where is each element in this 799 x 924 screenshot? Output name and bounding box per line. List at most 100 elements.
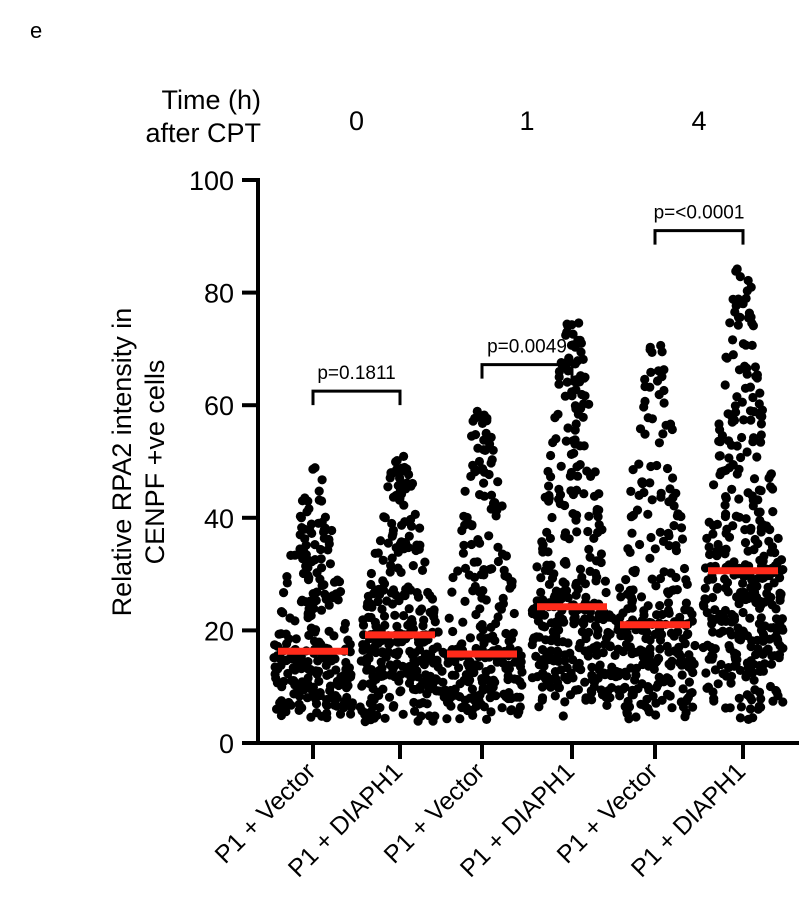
significance-bracket: [480, 363, 574, 379]
data-point: [605, 642, 615, 652]
data-point: [534, 702, 544, 712]
data-point: [379, 512, 389, 522]
data-point: [547, 573, 558, 583]
data-point: [408, 561, 418, 571]
data-point: [669, 521, 679, 531]
data-point: [561, 559, 571, 569]
data-point: [542, 527, 552, 538]
data-point: [571, 590, 581, 600]
data-point: [725, 626, 735, 636]
data-point: [453, 566, 463, 576]
data-point: [295, 544, 305, 554]
data-point: [746, 642, 756, 652]
data-point: [553, 682, 563, 693]
data-point: [457, 525, 467, 536]
data-point: [745, 704, 756, 714]
data-point: [488, 445, 498, 455]
data-point: [392, 637, 402, 647]
data-point: [584, 511, 594, 521]
data-point: [376, 657, 386, 667]
data-point: [663, 529, 674, 539]
data-point: [286, 550, 296, 561]
data-point: [727, 484, 737, 494]
data-point: [690, 640, 700, 651]
data-point: [392, 650, 402, 660]
data-point: [387, 599, 398, 609]
data-point: [561, 436, 571, 446]
data-point: [610, 650, 620, 661]
data-point: [488, 675, 499, 685]
data-point: [700, 583, 710, 593]
data-point: [395, 687, 405, 697]
data-point: [750, 362, 761, 372]
data-point: [317, 563, 327, 573]
data-point: [335, 709, 346, 719]
data-point: [746, 415, 756, 425]
data-point: [731, 511, 741, 521]
data-point: [649, 664, 659, 675]
data-point: [773, 635, 783, 645]
data-point: [539, 661, 549, 671]
data-point: [724, 453, 734, 463]
data-point: [575, 564, 586, 574]
data-point: [715, 628, 725, 638]
data-point: [734, 693, 744, 703]
data-point: [507, 705, 517, 715]
data-point: [569, 448, 579, 458]
data-point: [374, 584, 384, 594]
data-point: [721, 509, 731, 519]
data-point: [602, 700, 612, 711]
data-point: [631, 712, 641, 722]
data-point: [366, 715, 376, 725]
data-point: [370, 641, 380, 652]
data-point: [342, 692, 352, 703]
data-point: [509, 608, 519, 619]
data-point: [579, 399, 589, 409]
data-point: [737, 432, 747, 443]
data-point: [315, 688, 325, 698]
data-point: [712, 519, 723, 530]
data-point: [646, 367, 656, 377]
data-point: [704, 517, 714, 527]
data-point: [444, 613, 454, 623]
data-point: [559, 586, 569, 596]
data-point: [771, 604, 781, 614]
data-point: [317, 475, 327, 485]
data-point: [634, 490, 644, 500]
data-point: [565, 471, 576, 481]
data-point: [678, 684, 688, 694]
data-point: [486, 622, 496, 633]
data-point: [738, 578, 748, 589]
data-point: [621, 575, 631, 585]
data-point: [655, 644, 665, 654]
data-point: [297, 523, 307, 533]
data-point: [563, 423, 573, 433]
y-tick-label: 60: [204, 391, 234, 421]
data-point: [592, 650, 602, 660]
data-point: [716, 659, 726, 670]
data-point: [657, 695, 667, 705]
data-point: [276, 710, 286, 721]
data-point: [345, 639, 355, 650]
data-point: [676, 523, 687, 533]
data-point: [504, 636, 514, 646]
data-point: [321, 594, 331, 604]
data-point: [414, 544, 424, 554]
data-point: [332, 701, 342, 711]
data-point: [576, 665, 586, 675]
data-point: [424, 684, 434, 695]
data-point: [580, 677, 590, 687]
data-point: [627, 595, 638, 605]
data-point: [740, 383, 751, 393]
data-point: [393, 563, 403, 573]
data-point: [562, 377, 572, 387]
data-point: [562, 327, 572, 337]
data-point: [303, 613, 313, 623]
data-point: [479, 702, 489, 712]
data-point: [484, 469, 494, 480]
data-point: [304, 504, 314, 514]
data-point: [346, 709, 356, 719]
data-point: [294, 699, 304, 709]
data-point: [421, 649, 431, 659]
